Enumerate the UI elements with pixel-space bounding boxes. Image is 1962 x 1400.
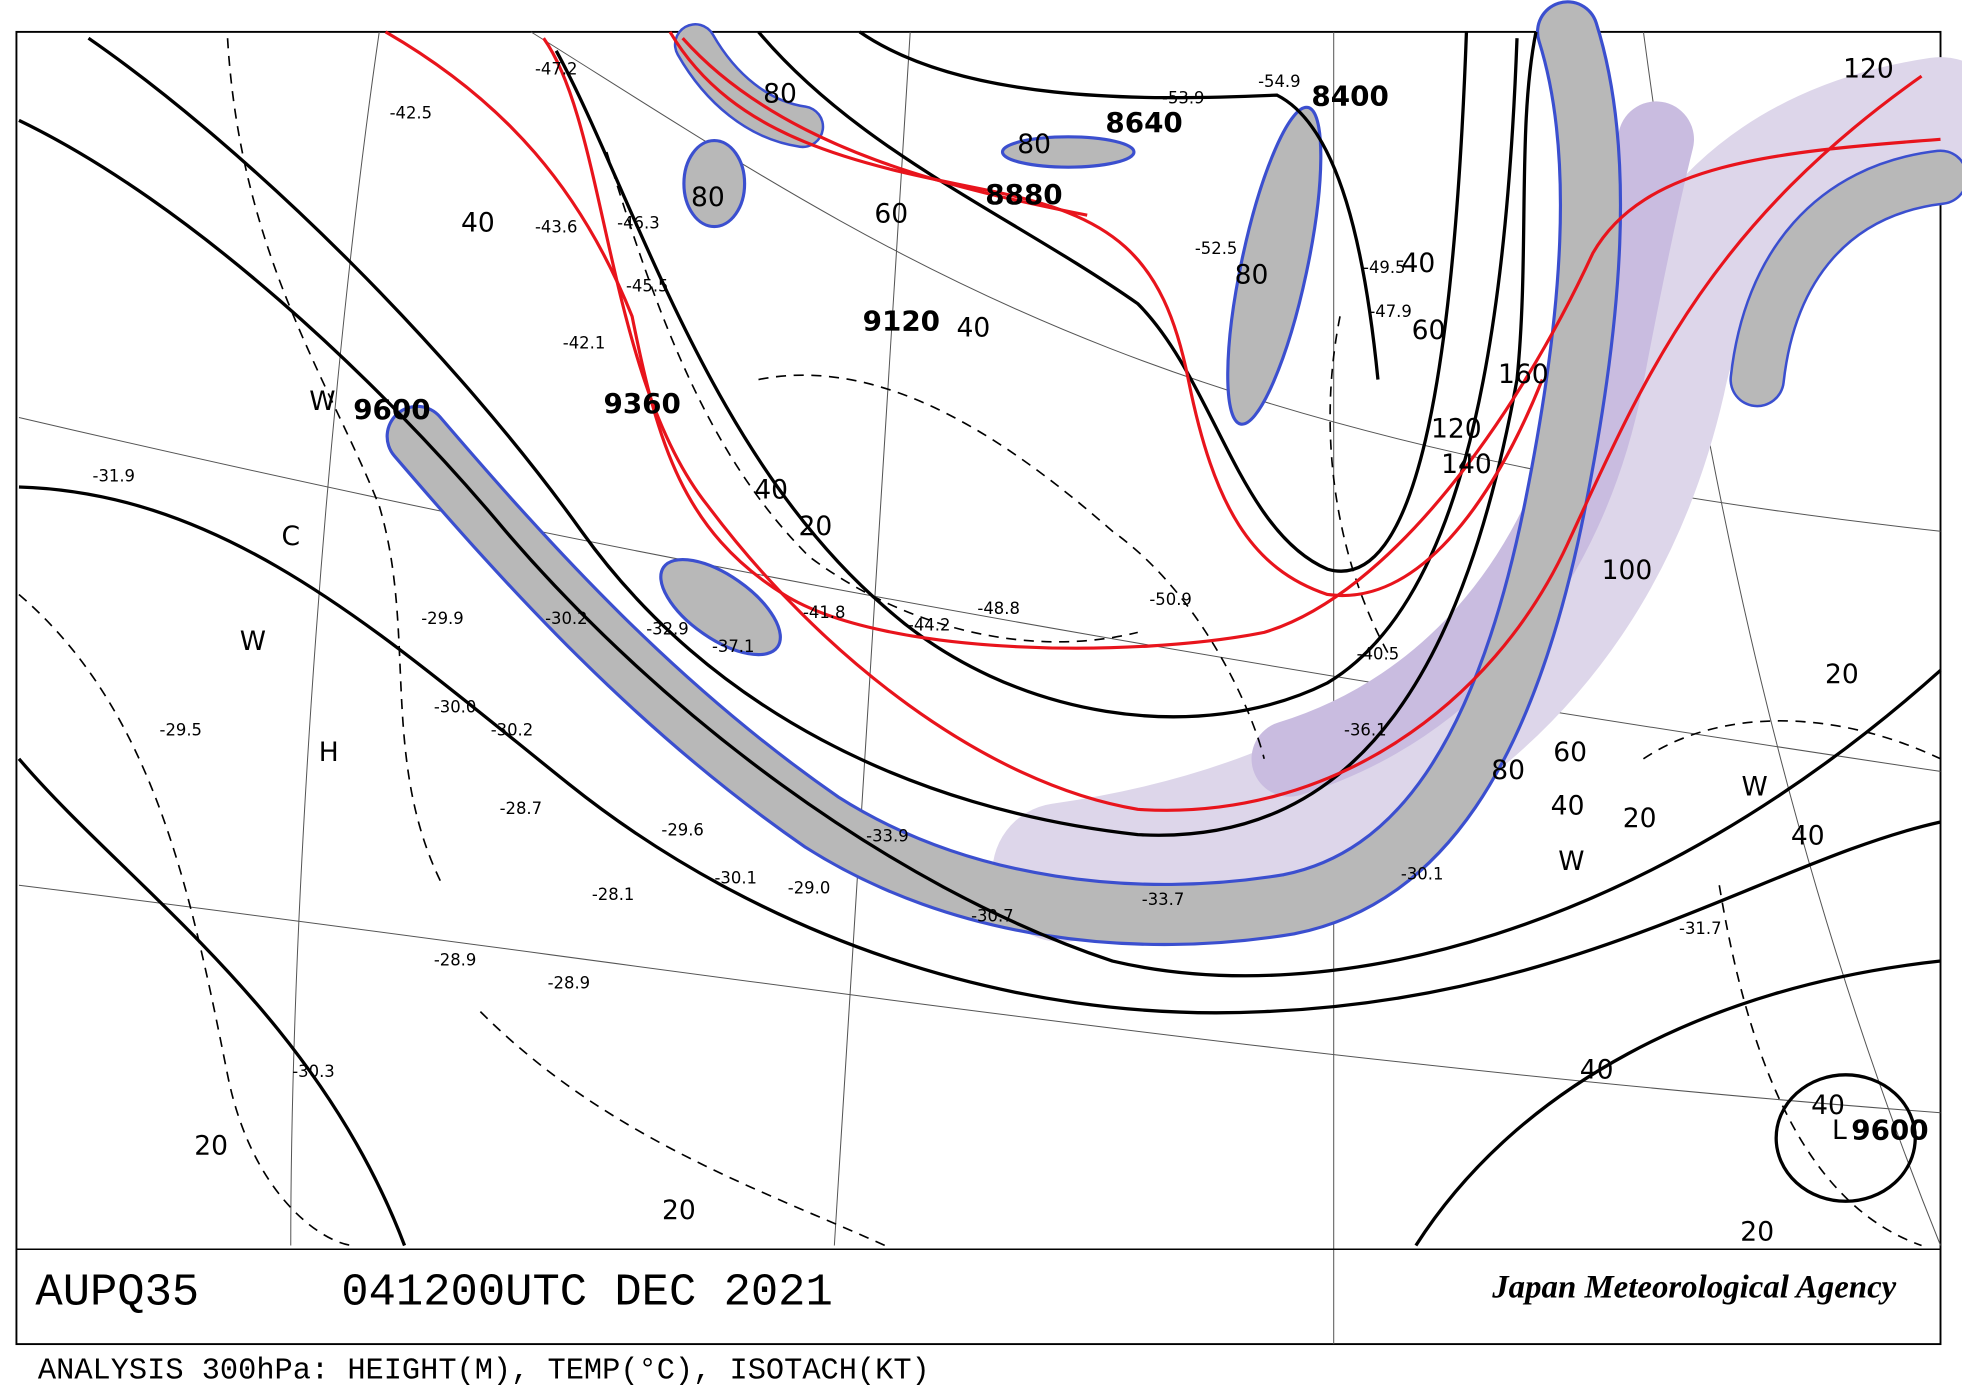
temperature-label: -30.2 bbox=[491, 720, 533, 739]
isotach-label: 40 bbox=[1551, 790, 1585, 821]
isotach-label: 40 bbox=[1791, 821, 1825, 852]
isotherms bbox=[18, 38, 1941, 1247]
isotach-label: 80 bbox=[691, 182, 725, 213]
isotach-label: 120 bbox=[1843, 53, 1894, 84]
height-label: 8640 bbox=[1105, 106, 1182, 139]
isotach-label: 120 bbox=[1431, 414, 1482, 445]
height-label: 8880 bbox=[985, 178, 1062, 211]
isotach-label: 160 bbox=[1498, 359, 1549, 390]
temperature-label: -40.5 bbox=[1357, 645, 1400, 664]
height-label: 9600 bbox=[1851, 1114, 1928, 1147]
temperature-label: -30.0 bbox=[434, 698, 476, 717]
isotach-label: 20 bbox=[1740, 1216, 1774, 1247]
isotach-label: 40 bbox=[461, 208, 495, 239]
temperature-label: -30.7 bbox=[971, 906, 1014, 925]
marker-label: W bbox=[1742, 771, 1768, 802]
isotach-label: 40 bbox=[1811, 1090, 1845, 1121]
isotach-label: 60 bbox=[874, 199, 908, 230]
temperature-label: -44.2 bbox=[908, 616, 951, 635]
marker-label: C bbox=[281, 521, 300, 552]
isotach-label: 20 bbox=[662, 1195, 696, 1226]
isotach-label: 20 bbox=[799, 511, 833, 542]
temperature-label: -47.2 bbox=[535, 59, 577, 78]
marker-label: W bbox=[240, 626, 266, 657]
temperature-label: -43.6 bbox=[535, 217, 577, 236]
isotach-label: 80 bbox=[1235, 259, 1269, 290]
temperature-label: -29.0 bbox=[788, 878, 831, 897]
isotach-label: 20 bbox=[194, 1130, 228, 1161]
wind-maxima-shading bbox=[385, 0, 1962, 947]
temperature-label: -48.8 bbox=[977, 599, 1020, 618]
temperature-label: -29.5 bbox=[160, 720, 203, 739]
temperature-label: -50.9 bbox=[1149, 590, 1192, 609]
height-label: 9360 bbox=[604, 387, 681, 420]
temperature-label: -36.1 bbox=[1344, 720, 1387, 739]
height-label: 9120 bbox=[863, 305, 940, 338]
temperature-label: -42.5 bbox=[390, 104, 433, 123]
jet-cores bbox=[659, 105, 1323, 657]
isotach-label: 20 bbox=[1825, 659, 1859, 690]
isotach-label: 40 bbox=[1402, 248, 1436, 279]
isotach-label: 140 bbox=[1441, 449, 1492, 480]
height-contours bbox=[17, 30, 1942, 1247]
isotach-label: 60 bbox=[1553, 737, 1587, 768]
temperature-label: -49.5 bbox=[1363, 258, 1406, 277]
temperature-label: -28.7 bbox=[500, 799, 542, 818]
isotach-label: 80 bbox=[763, 79, 797, 110]
temperature-label: -29.9 bbox=[421, 609, 463, 628]
agency: Japan Meteorological Agency bbox=[1491, 1269, 1896, 1305]
marker-label: W bbox=[309, 386, 335, 417]
valid-time: 041200UTC DEC 2021 bbox=[341, 1266, 832, 1318]
isotach-label: 40 bbox=[1580, 1055, 1614, 1086]
temperature-label: -28.1 bbox=[592, 885, 635, 904]
isotach-label: 100 bbox=[1602, 555, 1653, 586]
caption: ANALYSIS 300hPa: HEIGHT(M), TEMP(°C), IS… bbox=[38, 1355, 930, 1389]
temperature-label: -32.9 bbox=[646, 619, 689, 638]
temperature-label: -29.6 bbox=[661, 820, 704, 839]
temperature-label: -31.9 bbox=[93, 466, 136, 485]
temperature-label: -28.9 bbox=[434, 951, 476, 970]
temperature-label: -28.9 bbox=[548, 973, 591, 992]
temperature-label: -31.7 bbox=[1679, 919, 1722, 938]
trough-lines bbox=[384, 30, 1941, 812]
height-label: 8400 bbox=[1311, 80, 1388, 113]
temperature-label: -46.3 bbox=[617, 214, 660, 233]
isotach-label: 20 bbox=[1623, 803, 1657, 834]
marker-label: W bbox=[1558, 846, 1584, 877]
temperature-label: -54.9 bbox=[1258, 72, 1301, 91]
temperature-label: -33.7 bbox=[1142, 890, 1185, 909]
temperature-label: -47.9 bbox=[1369, 302, 1412, 321]
isotach-label: 80 bbox=[1017, 129, 1051, 160]
isotach-label: 40 bbox=[754, 474, 788, 505]
temperature-label: -30.1 bbox=[715, 868, 758, 887]
temperature-label: -42.1 bbox=[563, 334, 606, 353]
isotach-label: 80 bbox=[1491, 755, 1525, 786]
marker-label: L bbox=[1832, 1115, 1847, 1146]
isotach-label: 60 bbox=[1412, 315, 1446, 346]
temperature-label: -52.5 bbox=[1195, 239, 1238, 258]
temperature-label: -30.1 bbox=[1401, 865, 1444, 884]
temperature-label: -33.9 bbox=[866, 827, 909, 846]
temperature-label: -30.3 bbox=[292, 1062, 335, 1081]
temperature-label: -30.2 bbox=[545, 609, 587, 628]
isotach-label: 40 bbox=[957, 312, 991, 343]
temperature-label: -53.9 bbox=[1162, 88, 1205, 107]
chart-id: AUPQ35 bbox=[35, 1266, 199, 1318]
temperature-label: -45.5 bbox=[626, 277, 669, 296]
height-label: 9600 bbox=[353, 393, 430, 426]
temperature-label: -37.1 bbox=[712, 637, 755, 656]
marker-label: H bbox=[319, 737, 339, 768]
temperature-label: -41.8 bbox=[803, 603, 846, 622]
